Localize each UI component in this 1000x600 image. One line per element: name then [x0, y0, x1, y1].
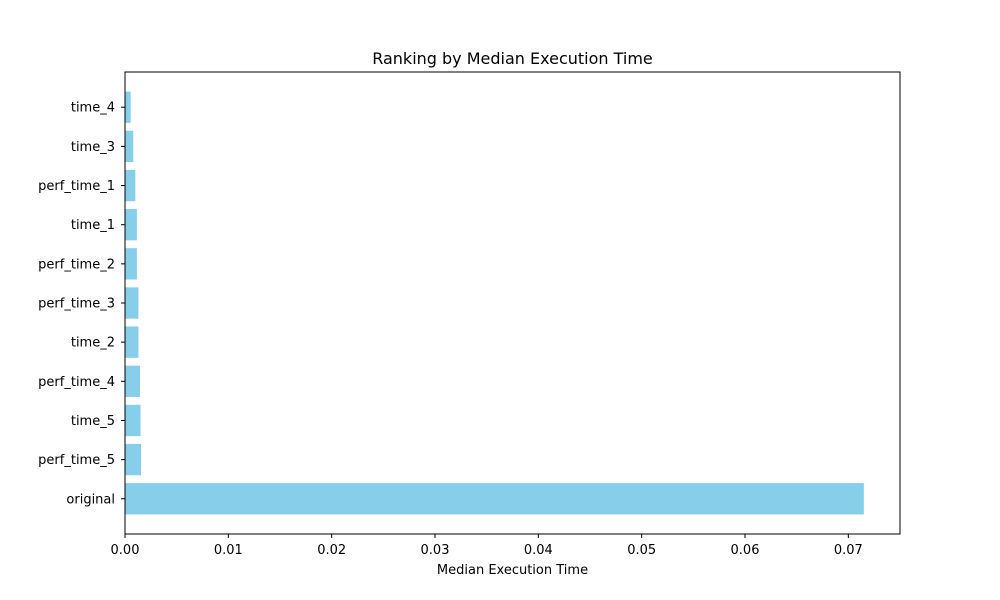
plot-area-frame: [124, 71, 901, 535]
x-tick-label: 0.07: [834, 543, 863, 558]
y-tick-label: time_4: [71, 101, 115, 116]
bar-time_5: [125, 404, 141, 437]
x-axis-ticks: 0.00 0.01 0.02 0.03 0.04 0.05 0.06 0.07: [111, 534, 863, 558]
y-tick-label: perf_time_4: [38, 375, 115, 390]
y-tick-label: time_3: [71, 140, 115, 155]
y-tick-label: perf_time_3: [38, 297, 115, 312]
bar-perf_time_4: [125, 365, 140, 397]
y-tick-label: time_1: [71, 218, 115, 233]
y-axis-ticks: original perf_time_5 time_5 perf_time_4 time…: [38, 101, 125, 507]
x-tick-label: 0.01: [214, 543, 243, 558]
chart-title: Ranking by Median Execution Time: [372, 49, 653, 68]
y-tick-label: perf_time_1: [38, 179, 115, 194]
y-tick-label: time_5: [71, 414, 115, 429]
x-tick-label: 0.05: [627, 543, 656, 558]
bar-original: [125, 483, 864, 515]
bar-perf_time_2: [125, 248, 137, 280]
bar-time_2: [125, 326, 139, 358]
y-tick-label: perf_time_2: [38, 257, 115, 272]
x-tick-label: 0.06: [731, 543, 760, 558]
x-tick-label: 0.04: [524, 543, 553, 558]
x-tick-label: 0.03: [421, 543, 450, 558]
x-tick-label: 0.02: [317, 543, 346, 558]
bar-time_4: [125, 91, 131, 123]
y-tick-label: original: [66, 492, 115, 507]
bar-time_1: [125, 209, 137, 241]
bar-time_3: [125, 130, 134, 163]
y-tick-label: perf_time_5: [38, 453, 115, 468]
bar-perf_time_1: [125, 169, 136, 202]
y-tick-label: time_2: [71, 336, 115, 351]
bar-perf_time_3: [125, 287, 139, 319]
bars-group: [125, 91, 864, 515]
x-axis-label: Median Execution Time: [437, 563, 588, 578]
bar-perf_time_5: [125, 443, 142, 476]
x-tick-label: 0.00: [111, 543, 140, 558]
